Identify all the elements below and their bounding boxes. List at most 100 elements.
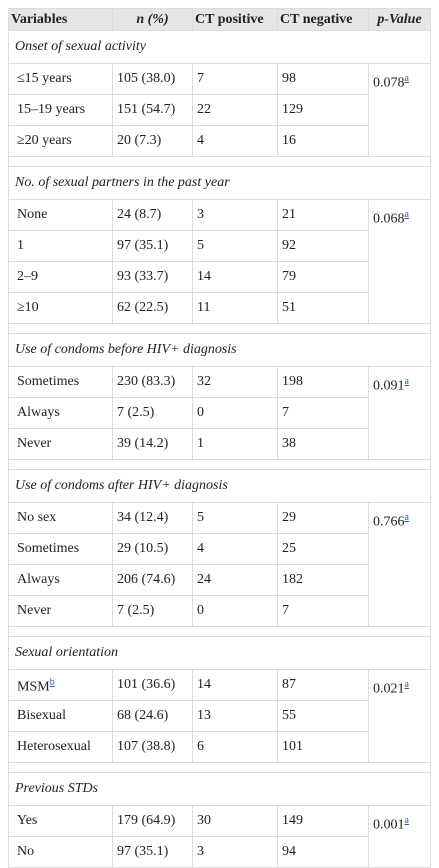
p-value: 0.766a [368, 502, 431, 627]
footnote-link[interactable]: a [404, 376, 409, 387]
cell-text: 149 [282, 813, 303, 828]
row-label: Bisexual [8, 700, 113, 732]
data-row: Never 39 (14.2) 1 38 [8, 428, 431, 460]
row-label: Never [8, 428, 113, 460]
data-table: Variables n (%) CT positive CT negative p-Va… [8, 8, 431, 868]
footnote-link[interactable]: a [404, 512, 409, 523]
cell-text: Sometimes [17, 541, 80, 556]
cell: 93 (33.7) [112, 261, 193, 293]
cell-text: 7 [197, 71, 204, 86]
cell-text: 29 (10.5) [117, 541, 169, 556]
cell: 32 [192, 366, 278, 398]
cell-text: Bisexual [17, 708, 66, 723]
section-title-row: No. of sexual partners in the past year [8, 166, 431, 200]
p-value-text: 0.001 [373, 817, 405, 833]
cell: 198 [277, 366, 369, 398]
spacer-cell [8, 762, 431, 773]
cell-text: ≥20 years [17, 133, 72, 148]
cell-text: 151 (54.7) [117, 102, 176, 117]
cell-text: 97 (35.1) [117, 844, 169, 859]
row-label: 15–19 years [8, 94, 113, 126]
cell: 79 [277, 261, 369, 293]
cell-text: 24 [197, 572, 211, 587]
section-title: Previous STDs [8, 772, 431, 806]
cell-text: ≤15 years [17, 71, 72, 86]
section-title: Use of condoms before HIV+ diagnosis [8, 333, 431, 367]
row-label: Never [8, 595, 113, 627]
cell-text: Always [17, 572, 60, 587]
p-value: 0.021a [368, 669, 431, 763]
cell-text: Sometimes [17, 374, 80, 389]
header-row: Variables n (%) CT positive CT negative p-Va… [8, 8, 431, 31]
cell-text: 20 (7.3) [117, 133, 162, 148]
header-cell: n (%) [112, 8, 193, 31]
cell-text: 24 (8.7) [117, 207, 162, 222]
row-label: ≥20 years [8, 125, 113, 157]
cell: 11 [192, 292, 278, 324]
cell: 7 [277, 397, 369, 429]
cell-text: 5 [197, 238, 204, 253]
cell-text: 101 [282, 739, 303, 754]
row-label: Always [8, 564, 113, 596]
cell: 230 (83.3) [112, 366, 193, 398]
cell: 107 (38.8) [112, 731, 193, 763]
cell-text: 38 [282, 436, 296, 451]
cell-text: 0 [197, 603, 204, 618]
data-row: Yes 179 (64.9) 30 149 0.001a [8, 805, 431, 868]
cell: 16 [277, 125, 369, 157]
cell: 0 [192, 595, 278, 627]
p-value-text: 0.021 [373, 681, 405, 697]
cell-text: 13 [197, 708, 211, 723]
cell: 97 (35.1) [112, 230, 193, 262]
data-row: ≥10 62 (22.5) 11 51 [8, 292, 431, 324]
table-body: Onset of sexual activity ≤15 years 105 (38… [8, 30, 431, 868]
cell: 29 (10.5) [112, 533, 193, 565]
cell: 0 [192, 397, 278, 429]
cell-text: 30 [197, 813, 211, 828]
cell-text: 93 (33.7) [117, 269, 169, 284]
data-row: Always 206 (74.6) 24 182 [8, 564, 431, 596]
footnote-link[interactable]: a [404, 209, 409, 220]
cell: 29 [277, 502, 369, 534]
cell: 206 (74.6) [112, 564, 193, 596]
data-row: ≤15 years 105 (38.0) 7 98 0.078a [8, 63, 431, 157]
cell-text: 179 (64.9) [117, 813, 176, 828]
row-label: No sex [8, 502, 113, 534]
footnote-ref: a [405, 510, 409, 523]
p-value: 0.091a [368, 366, 431, 460]
footnote-ref: a [405, 813, 409, 826]
cell: 38 [277, 428, 369, 460]
cell: 4 [192, 533, 278, 565]
cell: 149 [277, 805, 369, 837]
cell-text: 79 [282, 269, 296, 284]
cell-text: 107 (38.8) [117, 739, 176, 754]
cell-text: 4 [197, 541, 204, 556]
cell-text: 97 (35.1) [117, 238, 169, 253]
data-row: Heterosexual 107 (38.8) 6 101 [8, 731, 431, 763]
cell-text: 2–9 [17, 269, 38, 284]
cell: 6 [192, 731, 278, 763]
section-title: No. of sexual partners in the past year [8, 166, 431, 200]
cell-text: 182 [282, 572, 303, 587]
cell-text: 4 [197, 133, 204, 148]
cell-text: None [17, 207, 48, 222]
footnote-link[interactable]: b [49, 676, 55, 688]
cell-text: 55 [282, 708, 296, 723]
cell-text: Never [17, 603, 52, 618]
section-title: Sexual orientation [8, 636, 431, 670]
footnote-link[interactable]: a [404, 815, 409, 826]
cell-text: 3 [197, 207, 204, 222]
header-cell: p-Value [368, 8, 431, 31]
cell: 51 [277, 292, 369, 324]
cell-text: 11 [197, 300, 211, 315]
cell-text: 230 (83.3) [117, 374, 176, 389]
cell: 101 [277, 731, 369, 763]
cell: 1 [192, 428, 278, 460]
footnote-link[interactable]: a [404, 679, 409, 690]
footnote-ref: a [405, 71, 409, 84]
cell-text: 14 [197, 269, 211, 284]
footnote-link[interactable]: a [404, 73, 409, 84]
section-title-row: Use of condoms before HIV+ diagnosis [8, 333, 431, 367]
cell-text: 1 [17, 238, 24, 253]
cell: 34 (12.4) [112, 502, 193, 534]
